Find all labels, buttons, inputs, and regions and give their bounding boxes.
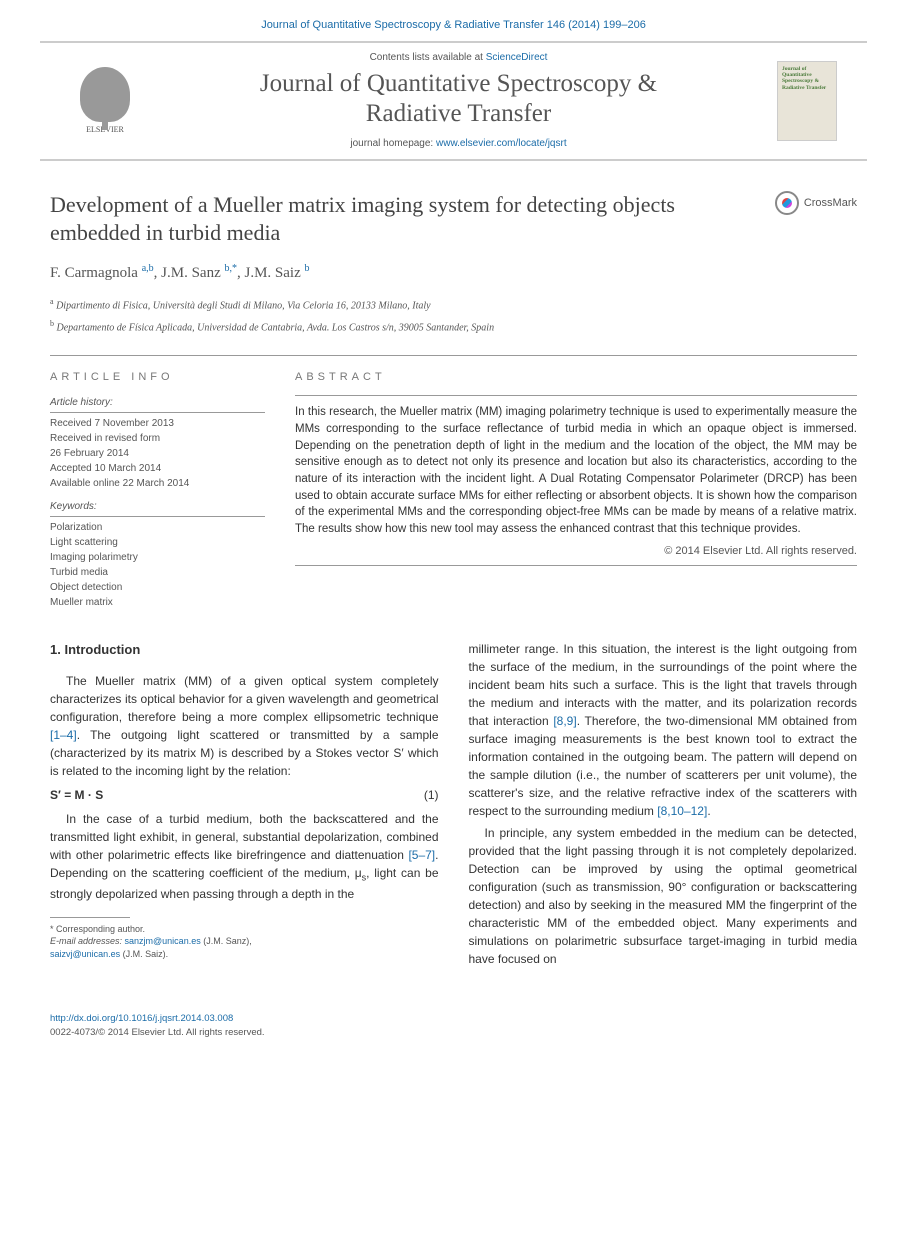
citation-link[interactable]: Journal of Quantitative Spectroscopy & R… [261, 19, 646, 31]
author: J.M. Sanz b,* [161, 265, 237, 281]
journal-name-line1: Journal of Quantitative Spectroscopy & [260, 70, 657, 97]
equation: S′ = M · S (1) [50, 786, 439, 804]
article-info-block: Article history: Received 7 November 201… [50, 395, 265, 610]
homepage-link[interactable]: www.elsevier.com/locate/jqsrt [436, 138, 567, 149]
reference-link[interactable]: [8,9] [553, 714, 576, 728]
header-center: Contents lists available at ScienceDirec… [140, 51, 777, 151]
history-line: 26 February 2014 [50, 446, 265, 461]
body-right-column: millimeter range. In this situation, the… [469, 640, 858, 972]
body-paragraph: In principle, any system embedded in the… [469, 824, 858, 968]
author: J.M. Saiz b [245, 265, 310, 281]
crossmark-label: CrossMark [804, 196, 857, 211]
homepage-line: journal homepage: www.elsevier.com/locat… [140, 137, 777, 151]
history-label: Article history: [50, 395, 265, 413]
keyword: Light scattering [50, 535, 265, 550]
elsevier-tree-icon [80, 67, 130, 122]
body-left-column: 1. Introduction The Mueller matrix (MM) … [50, 640, 439, 972]
journal-name: Journal of Quantitative Spectroscopy & R… [140, 69, 777, 129]
body-paragraph: In the case of a turbid medium, both the… [50, 810, 439, 903]
footnote-separator [50, 917, 130, 918]
equation-number: (1) [424, 786, 439, 804]
keyword: Mueller matrix [50, 595, 265, 610]
crossmark-icon [775, 191, 799, 215]
cover-title: Journal of Quantitative Spectroscopy & R… [782, 66, 832, 90]
homepage-prefix: journal homepage: [350, 138, 436, 149]
sciencedirect-link[interactable]: ScienceDirect [486, 52, 548, 63]
history-line: Accepted 10 March 2014 [50, 461, 265, 476]
article-info-column: ARTICLE INFO Article history: Received 7… [50, 370, 265, 610]
issn-copyright: 0022-4073/© 2014 Elsevier Ltd. All right… [50, 1027, 265, 1038]
abstract-rule [295, 395, 857, 396]
corresponding-author-note: * Corresponding author. [50, 923, 439, 936]
title-row: Development of a Mueller matrix imaging … [50, 191, 857, 246]
doi-link[interactable]: http://dx.doi.org/10.1016/j.jqsrt.2014.0… [50, 1013, 233, 1024]
contents-line: Contents lists available at ScienceDirec… [140, 51, 777, 65]
section-heading: 1. Introduction [50, 640, 439, 660]
crossmark-badge[interactable]: CrossMark [775, 191, 857, 215]
equation-body: S′ = M · S [50, 786, 103, 804]
affiliation: b Departamento de Física Aplicada, Unive… [50, 318, 857, 335]
reference-link[interactable]: [1–4] [50, 728, 77, 742]
info-abstract-row: ARTICLE INFO Article history: Received 7… [50, 370, 857, 610]
journal-header: ELSEVIER Contents lists available at Sci… [40, 41, 867, 161]
footnote-block: * Corresponding author. E-mail addresses… [50, 923, 439, 961]
body-columns: 1. Introduction The Mueller matrix (MM) … [50, 640, 857, 972]
article-info-heading: ARTICLE INFO [50, 370, 265, 385]
keyword: Polarization [50, 520, 265, 535]
affiliation: a Dipartimento di Fisica, Università deg… [50, 296, 857, 313]
keyword: Object detection [50, 580, 265, 595]
body-paragraph: The Mueller matrix (MM) of a given optic… [50, 672, 439, 780]
history-line: Received 7 November 2013 [50, 416, 265, 431]
abstract-copyright: © 2014 Elsevier Ltd. All rights reserved… [295, 544, 857, 559]
history-line: Received in revised form [50, 431, 265, 446]
divider [50, 355, 857, 356]
article-title: Development of a Mueller matrix imaging … [50, 191, 690, 246]
main-content: Development of a Mueller matrix imaging … [0, 161, 907, 992]
citation-header: Journal of Quantitative Spectroscopy & R… [0, 0, 907, 41]
reference-link[interactable]: [8,10–12] [657, 804, 707, 818]
elsevier-logo: ELSEVIER [70, 59, 140, 144]
abstract-heading: ABSTRACT [295, 370, 857, 385]
keywords-label: Keywords: [50, 499, 265, 517]
email-link[interactable]: sanzjm@unican.es [125, 936, 201, 946]
history-line: Available online 22 March 2014 [50, 476, 265, 491]
author: F. Carmagnola a,b [50, 265, 154, 281]
body-paragraph: millimeter range. In this situation, the… [469, 640, 858, 820]
doi-footer: http://dx.doi.org/10.1016/j.jqsrt.2014.0… [0, 1012, 907, 1059]
journal-name-line2: Radiative Transfer [366, 100, 551, 127]
keyword: Imaging polarimetry [50, 550, 265, 565]
reference-link[interactable]: [5–7] [408, 848, 435, 862]
authors-line: F. Carmagnola a,b, J.M. Sanz b,*, J.M. S… [50, 262, 857, 284]
abstract-rule-bottom [295, 565, 857, 566]
journal-cover-thumbnail: Journal of Quantitative Spectroscopy & R… [777, 61, 837, 141]
abstract-text: In this research, the Mueller matrix (MM… [295, 404, 857, 537]
contents-prefix: Contents lists available at [370, 52, 486, 63]
email-line: saizvj@unican.es (J.M. Saiz). [50, 948, 439, 961]
email-link[interactable]: saizvj@unican.es [50, 949, 120, 959]
email-line: E-mail addresses: sanzjm@unican.es (J.M.… [50, 935, 439, 948]
keyword: Turbid media [50, 565, 265, 580]
abstract-column: ABSTRACT In this research, the Mueller m… [295, 370, 857, 610]
